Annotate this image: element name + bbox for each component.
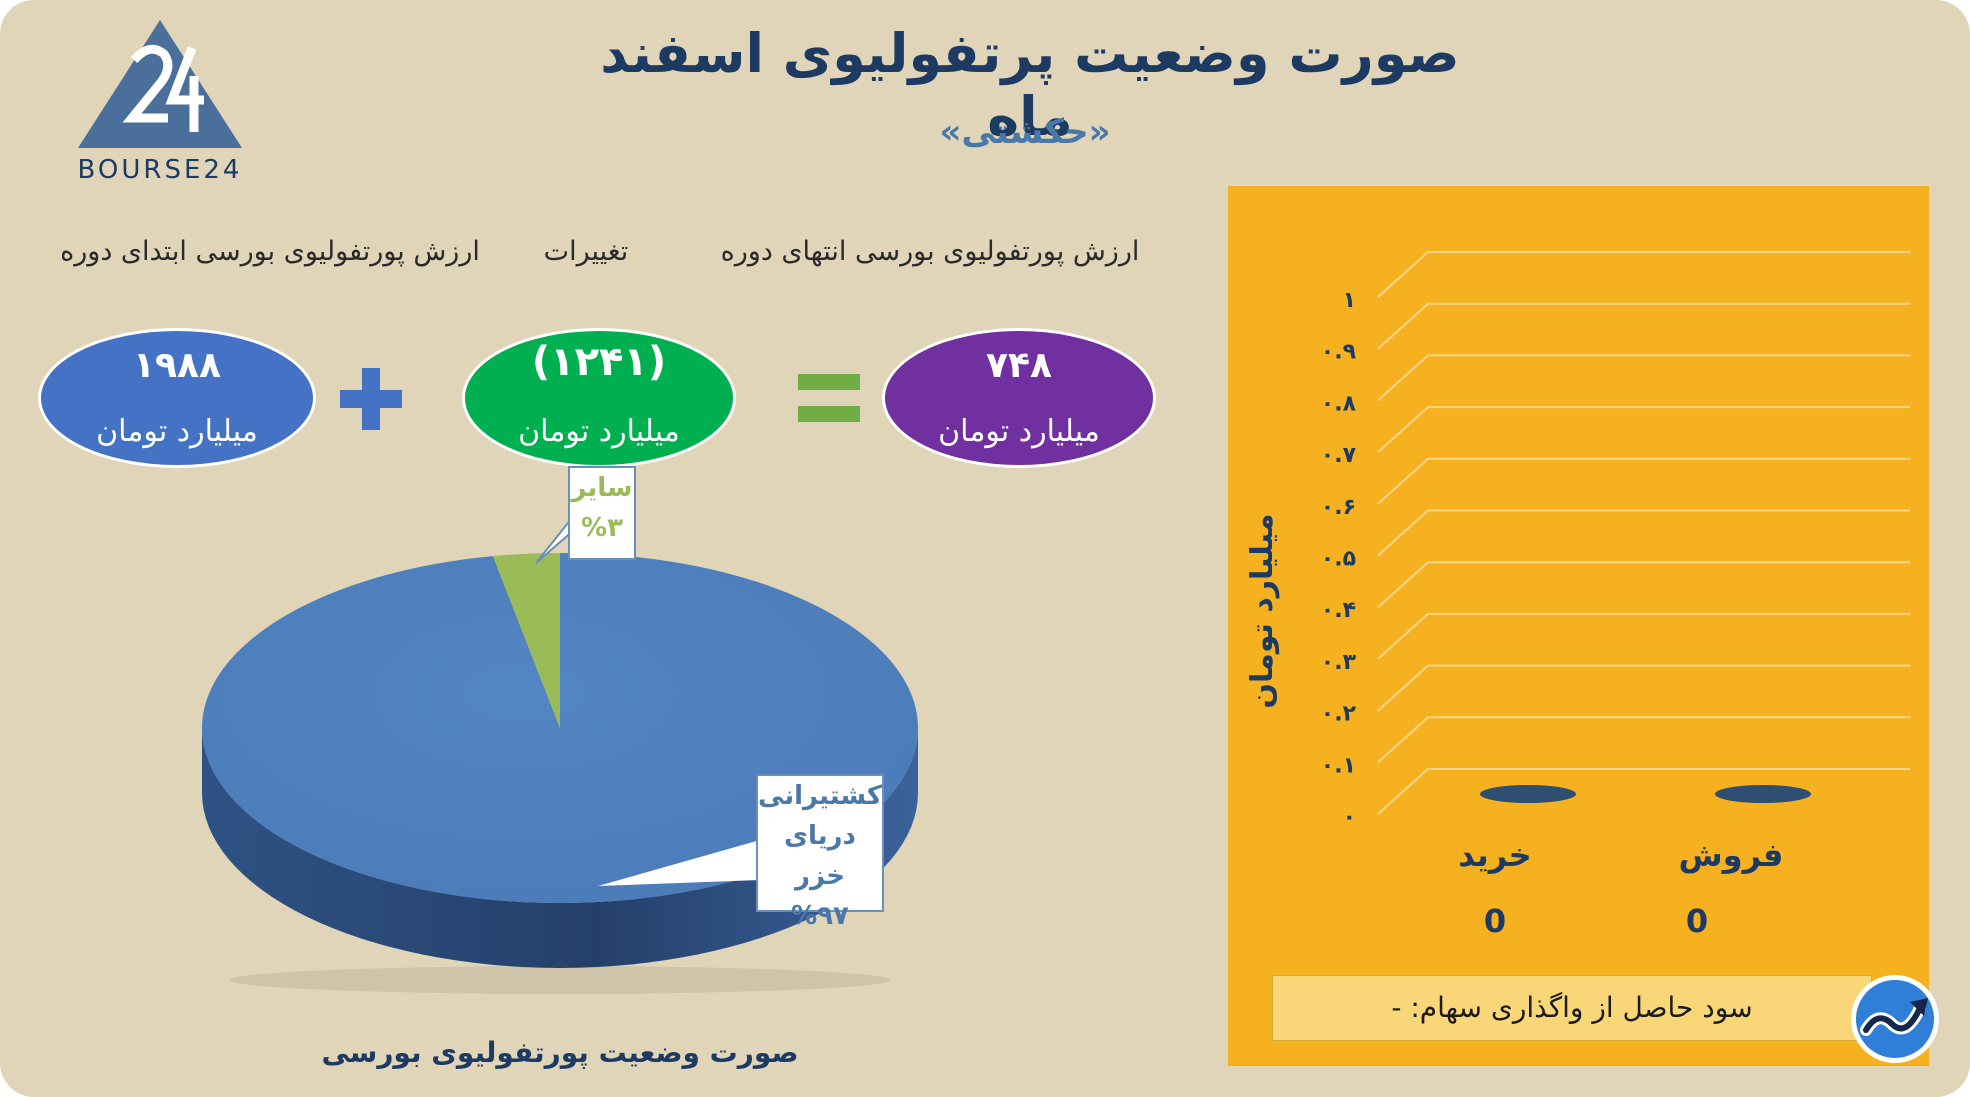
page-title: صورت وضعیت پرتفولیوی اسفند ماه [600, 22, 1460, 148]
bar-y-tick-label: ۰.۳ [1321, 650, 1357, 675]
pie-slice-other [492, 553, 560, 728]
start-value: ۱۹۸۸ [133, 345, 221, 386]
logo-digit-2 [122, 44, 173, 123]
bar-y-tick-label: ۰.۵ [1321, 547, 1356, 572]
bar-y-tick-label: ۰.۷ [1321, 443, 1357, 468]
bar-gridline [1377, 354, 1910, 402]
callout-main: کشتیرانی دریای خزر %۹۷ [756, 774, 884, 931]
bar-y-tick-label: ۱ [1343, 288, 1356, 313]
pie-side-wall [202, 728, 918, 968]
callout-main-value: %۹۷ [791, 901, 849, 931]
end-value-unit: میلیارد تومان [938, 414, 1100, 449]
bar-sell [1715, 785, 1811, 803]
logo-digit-4 [165, 46, 204, 132]
change-value-unit: میلیارد تومان [518, 414, 680, 449]
bar-gridline [1377, 561, 1910, 608]
bar-y-tick-label: ۰.۲ [1321, 702, 1357, 727]
end-value-oval: ۷۴۸ میلیارد تومان [882, 328, 1156, 468]
callout-other: سایر %۳ [568, 466, 636, 560]
pie-slice-main [201, 553, 918, 903]
bourse24-logo: BOURSE24 [78, 20, 243, 184]
logo-text: BOURSE24 [78, 155, 243, 184]
bar-y-tick-label: ۰.۱ [1321, 753, 1356, 778]
start-value-unit: میلیارد تومان [96, 414, 258, 449]
callout-main-label-1: کشتیرانی [758, 781, 882, 811]
bar-y-tick-label: ۰.۸ [1321, 391, 1357, 416]
bar-y-tick-label: ۰.۹ [1321, 340, 1356, 365]
bar-gridline [1377, 509, 1910, 557]
bar-gridline [1377, 251, 1910, 298]
bar-chart-panel: ۰ ۰.۱ ۰.۲ ۰.۳ ۰.۴ ۰.۵ ۰.۶ ۰.۷ ۰.۸ ۰.۹ ۱ میلیارد تو… [1228, 186, 1929, 1066]
bar-buy [1480, 785, 1576, 803]
start-value-oval: ۱۹۸۸ میلیارد تومان [38, 328, 316, 468]
callout-other-value: %۳ [581, 513, 623, 543]
pie-caption: صورت وضعیت پورتفولیوی بورسی [321, 1036, 799, 1069]
bar-x-label-sell: فروش [1678, 836, 1784, 874]
pie-chart [201, 553, 918, 994]
plus-sign [340, 368, 402, 430]
equals-sign [798, 374, 860, 424]
bar-x-label-buy: خرید [1458, 836, 1532, 874]
share-sale-profit-box: سود حاصل از واگذاری سهام: - [1272, 975, 1872, 1041]
end-value: ۷۴۸ [986, 345, 1052, 386]
bar-y-tick-label: ۰.۴ [1321, 598, 1356, 623]
start-value-heading: ارزش پورتفولیوی بورسی ابتدای دوره [60, 236, 480, 267]
bar-value-label-buy: 0 [1483, 902, 1507, 940]
change-value: (۱۲۴۱) [531, 339, 667, 385]
trend-arrow-icon [1851, 975, 1939, 1063]
bar-gridline [1377, 406, 1910, 453]
bar-gridline [1377, 302, 1910, 350]
callout-other-label: سایر [571, 473, 633, 503]
bar-gridline [1377, 664, 1910, 712]
bar-y-tick-label: ۰.۶ [1321, 495, 1356, 520]
bar-y-tick-label: ۰ [1343, 805, 1356, 830]
callout-main-pointer [598, 840, 760, 886]
bar-gridline [1377, 768, 1910, 815]
end-value-heading: ارزش پورتفولیوی بورسی انتهای دوره [720, 236, 1140, 267]
page-subtitle: «حکشتی» [939, 112, 1111, 152]
bar-value-label-sell: 0 [1685, 902, 1709, 940]
bar-gridline [1377, 716, 1910, 764]
change-heading: تغییرات [543, 236, 629, 267]
bar-y-axis-label: میلیارد تومان [1245, 513, 1280, 708]
change-value-oval: (۱۲۴۱) میلیارد تومان [462, 328, 736, 468]
bar-gridline [1377, 457, 1910, 505]
callout-main-label-2: دریای خزر [784, 821, 856, 891]
bar-gridline [1377, 612, 1910, 660]
bar-chart: ۰ ۰.۱ ۰.۲ ۰.۳ ۰.۴ ۰.۵ ۰.۶ ۰.۷ ۰.۸ ۰.۹ ۱ میلیارد تو… [1245, 251, 1910, 830]
